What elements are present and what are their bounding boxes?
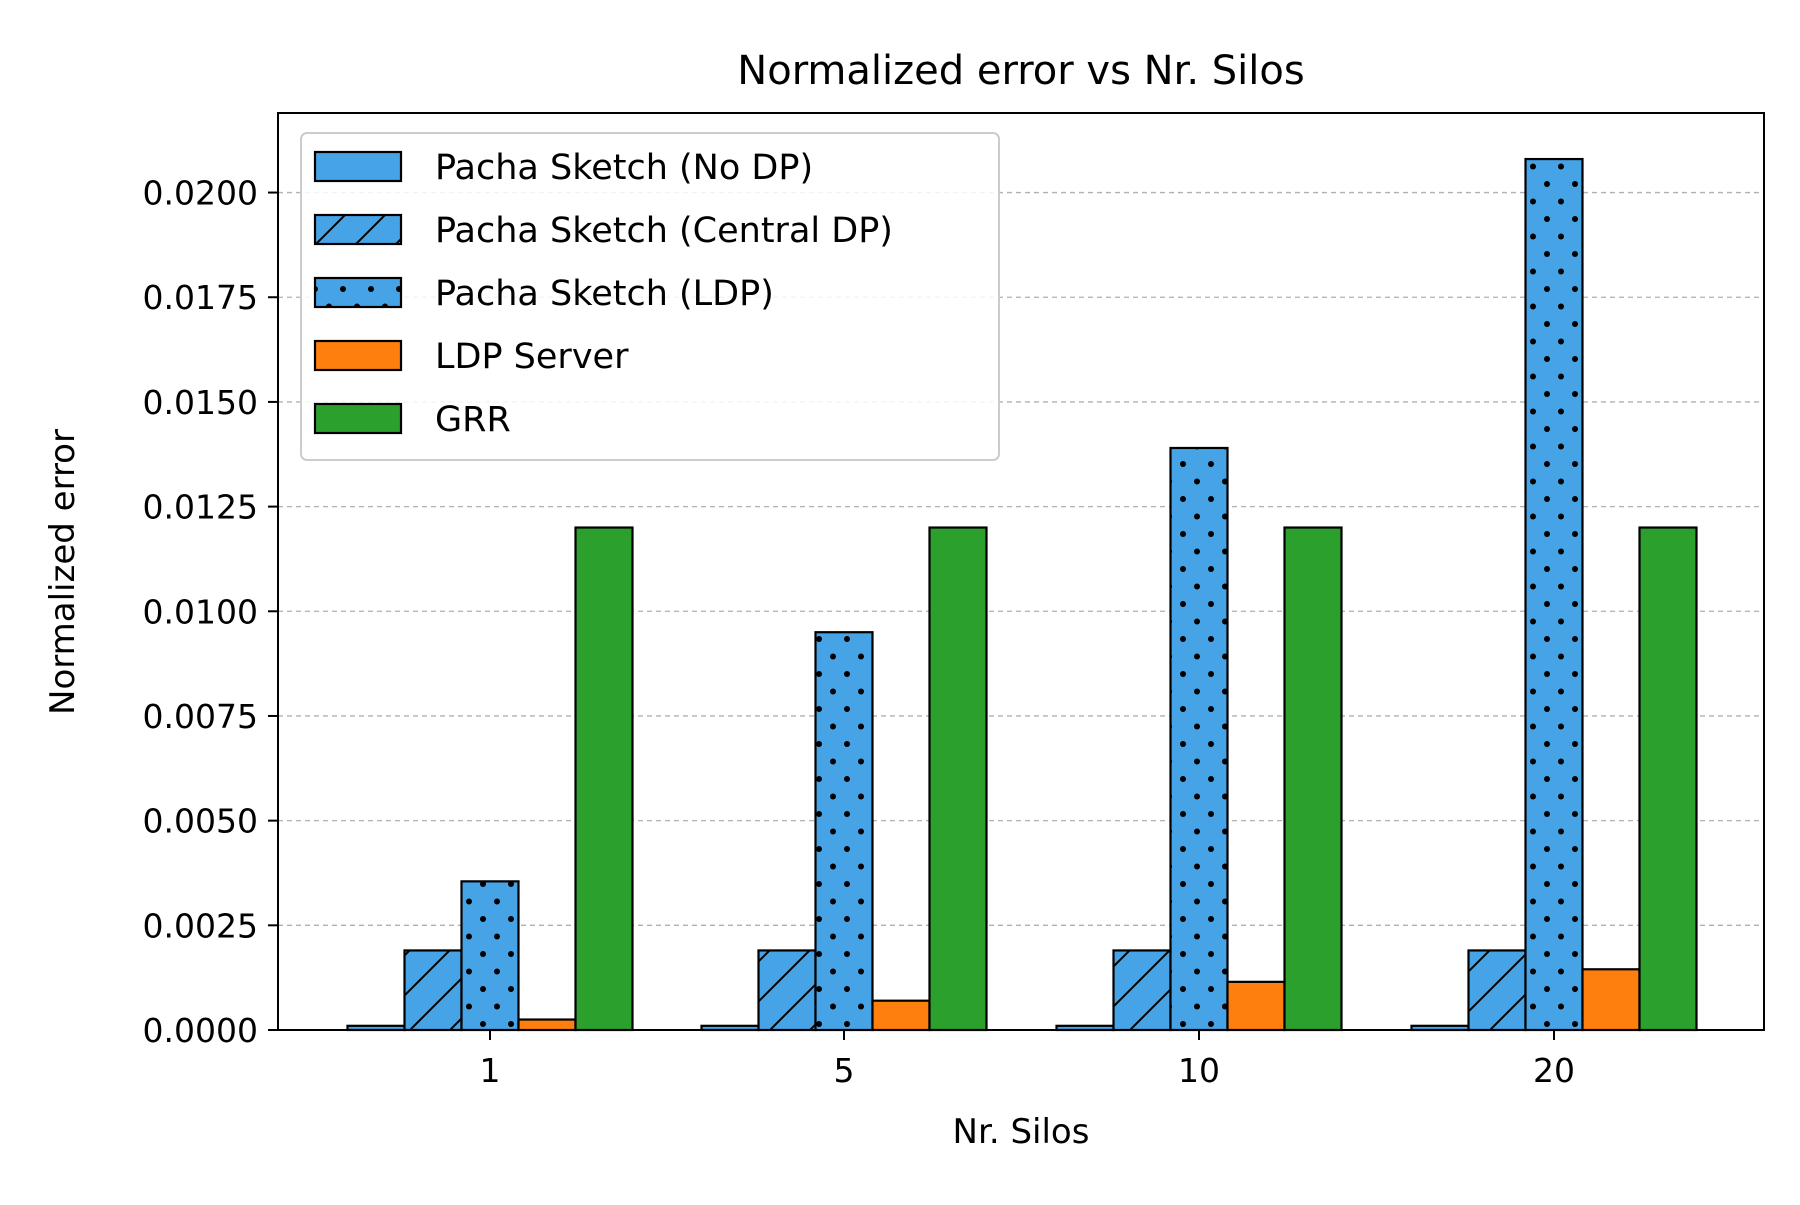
legend-label: Pacha Sketch (LDP)	[435, 274, 774, 314]
bar-fill	[518, 1019, 576, 1030]
legend-item: Pacha Sketch (LDP)	[313, 274, 774, 314]
legend-swatch	[315, 152, 401, 181]
bar	[1226, 980, 1286, 1032]
bar-hatch	[758, 950, 816, 1030]
bar	[1169, 446, 1229, 1032]
chart-title: Normalized error vs Nr. Silos	[737, 48, 1304, 94]
x-axis-label: Nr. Silos	[953, 1112, 1090, 1152]
bar	[1283, 526, 1343, 1032]
bar-fill	[1284, 527, 1342, 1030]
x-tick-label: 5	[834, 1051, 855, 1090]
bar	[814, 631, 874, 1032]
bar	[1112, 949, 1172, 1032]
y-tick-label: 0.0000	[143, 1011, 258, 1050]
bar	[460, 880, 520, 1032]
bar-hatch	[1113, 950, 1171, 1030]
legend-item: Pacha Sketch (Central DP)	[313, 211, 893, 251]
legend-items: Pacha Sketch (No DP) Pacha Sketch (Centra…	[313, 148, 893, 440]
bar	[1581, 968, 1641, 1032]
bar-fill	[575, 527, 633, 1030]
legend-label: LDP Server	[435, 337, 629, 377]
legend-item: LDP Server	[313, 337, 629, 377]
legend-swatch-outline	[313, 213, 403, 246]
legend-swatch-hatch	[315, 215, 401, 244]
bar-fill	[701, 1025, 759, 1030]
legend-frame	[300, 132, 1000, 461]
legend-label: Pacha Sketch (No DP)	[435, 148, 813, 188]
bar-fill	[1227, 981, 1285, 1030]
y-tick-label: 0.0050	[143, 802, 258, 841]
bar-fill	[1056, 1025, 1114, 1030]
y-tick-label: 0.0175	[143, 278, 258, 317]
bar-fill	[1639, 527, 1697, 1030]
bar	[403, 949, 463, 1032]
bar-hatch	[1170, 447, 1228, 1030]
x-ticks: 1 5 10 20	[480, 1030, 1575, 1090]
x-tick-label: 20	[1533, 1051, 1575, 1090]
bar-hatch	[815, 632, 873, 1030]
x-tick-label: 1	[480, 1051, 501, 1090]
y-tick-label: 0.0075	[143, 697, 258, 736]
legend-item: GRR	[313, 400, 511, 440]
bar-fill	[347, 1025, 405, 1030]
legend-label: GRR	[435, 400, 511, 440]
bar	[574, 526, 634, 1032]
legend-swatch-outline	[313, 402, 403, 435]
legend: Pacha Sketch (No DP) Pacha Sketch (Centra…	[300, 132, 1000, 461]
bar	[871, 999, 931, 1032]
y-tick-label: 0.0200	[143, 174, 258, 213]
bar	[757, 949, 817, 1032]
legend-swatch-outline	[313, 339, 403, 372]
bars	[346, 157, 1698, 1032]
y-tick-label: 0.0025	[143, 906, 258, 945]
y-tick-label: 0.0150	[143, 383, 258, 422]
plot-frame	[277, 112, 1765, 1031]
bar-hatch	[461, 881, 519, 1030]
y-axis-label: Normalized error	[43, 429, 83, 715]
bar	[1638, 526, 1698, 1032]
bar-fill	[929, 527, 987, 1030]
bar-fill	[1582, 969, 1640, 1030]
bar	[1524, 157, 1584, 1032]
legend-label: Pacha Sketch (Central DP)	[435, 211, 893, 251]
bar-hatch	[1468, 950, 1526, 1030]
legend-swatch	[315, 341, 401, 370]
legend-swatch	[315, 404, 401, 433]
bar	[928, 526, 988, 1032]
bar	[1467, 949, 1527, 1032]
legend-swatch-outline	[313, 276, 403, 309]
legend-swatch-outline	[313, 150, 403, 183]
bar	[517, 1018, 577, 1032]
bar-hatch	[1525, 159, 1583, 1031]
y-ticks: 0.0000 0.0025 0.0050 0.0075 0.0100 0.0125 0.01…	[143, 174, 278, 1050]
bar-hatch	[404, 950, 462, 1030]
y-tick-label: 0.0100	[143, 592, 258, 631]
bar-fill	[1411, 1025, 1469, 1030]
legend-item: Pacha Sketch (No DP)	[313, 148, 813, 188]
legend-swatch-hatch	[315, 278, 401, 307]
y-tick-label: 0.0125	[143, 488, 258, 527]
x-tick-label: 10	[1178, 1051, 1220, 1090]
bar-fill	[872, 1000, 930, 1030]
